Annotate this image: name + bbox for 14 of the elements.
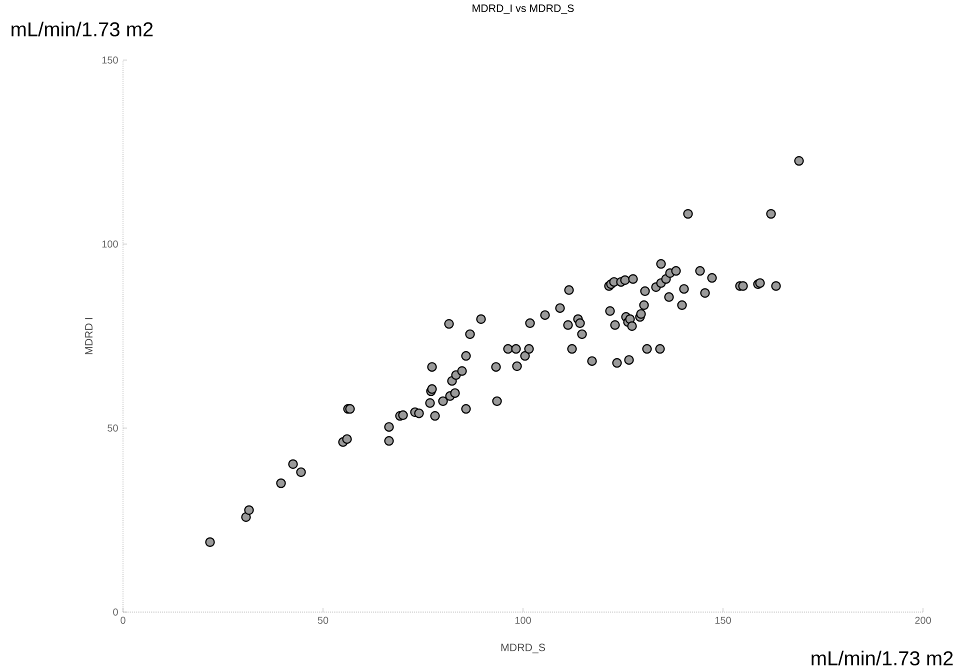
- text: mL/min/1.73 m2: [12, 22, 153, 36]
- x-tick-label: 150: [715, 616, 731, 624]
- x-tick-label: 50: [318, 616, 328, 624]
- x-tick-label: 0: [120, 616, 126, 624]
- y-tick-label: 50: [108, 424, 118, 432]
- y-tick-label: 0: [113, 608, 118, 616]
- x-axis-title: MDRD_S: [501, 644, 546, 654]
- x-tick-label: 200: [915, 616, 931, 624]
- y-tick-label: 100: [102, 240, 118, 248]
- y-axis-title: MDRD I: [85, 318, 92, 354]
- x-tick-label: 100: [515, 616, 531, 624]
- text: mL/min/1.73 m2: [812, 650, 953, 666]
- y-tick-label: 150: [102, 56, 118, 64]
- chart-title: MDRD_I vs MDRD_S: [472, 4, 574, 14]
